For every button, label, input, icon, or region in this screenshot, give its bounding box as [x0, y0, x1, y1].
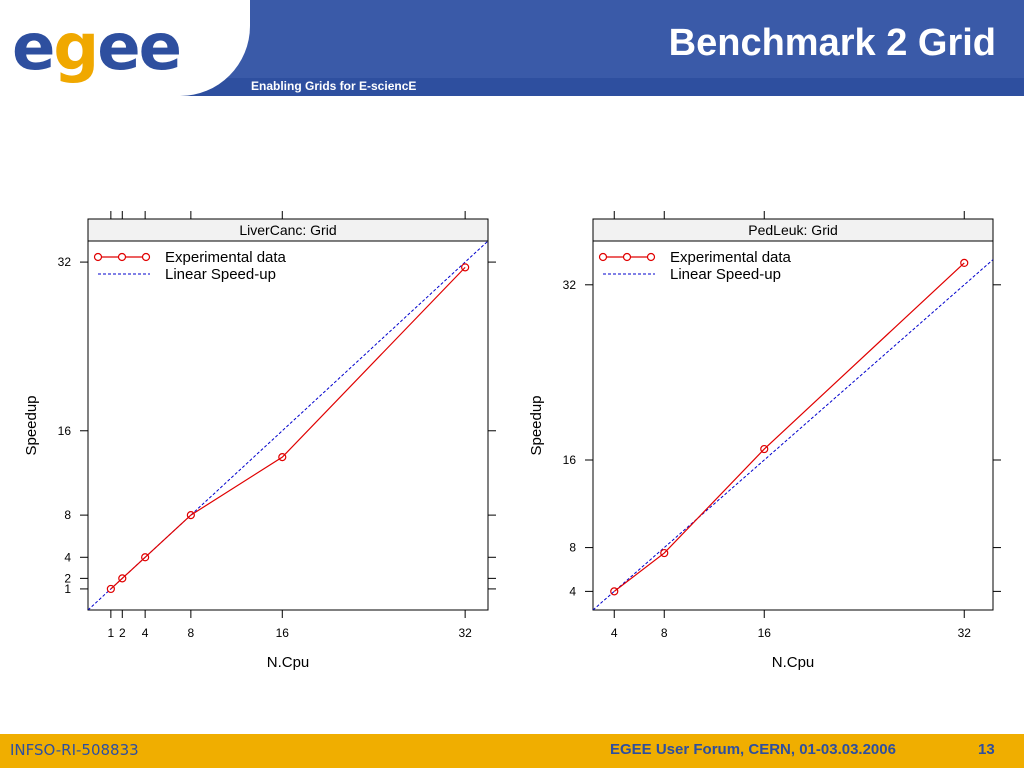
experimental-line	[110, 266, 466, 590]
chart-title: LiverCanc: Grid	[239, 222, 336, 238]
experimental-point	[461, 263, 470, 272]
experimental-point	[141, 553, 150, 562]
y-axis-label: Speedup	[528, 395, 545, 455]
tagline: Enabling Grids for E-sciencE	[251, 79, 417, 93]
legend-experimental-marker	[622, 252, 632, 262]
footer-project-id: INFSO-RI-508833	[10, 741, 139, 759]
plot-frame	[87, 218, 489, 611]
footer-event: EGEE User Forum, CERN, 01-03.03.2006	[610, 741, 896, 758]
x-tick-label: 16	[758, 626, 772, 640]
legend-linear-label: Linear Speed-up	[165, 266, 276, 283]
experimental-point	[118, 574, 127, 583]
x-tick-label: 2	[119, 626, 126, 640]
legend-experimental-marker	[141, 252, 151, 262]
legend-experimental-marker	[117, 252, 127, 262]
experimental-point	[106, 584, 115, 594]
x-tick-label: 1	[108, 626, 115, 640]
experimental-line	[613, 262, 965, 592]
y-tick-label: 1	[64, 582, 71, 596]
strip-background	[592, 218, 994, 242]
logo-background	[0, 0, 250, 96]
y-tick-label: 16	[58, 424, 72, 438]
y-tick-label: 8	[569, 541, 576, 555]
x-tick-label: 8	[188, 626, 195, 640]
x-tick-label: 4	[142, 626, 149, 640]
y-tick-label: 32	[563, 278, 577, 292]
linear-speedup-line	[593, 259, 993, 610]
x-tick-label: 4	[611, 626, 618, 640]
legend-experimental-marker	[598, 252, 608, 262]
experimental-point	[660, 548, 669, 558]
x-tick-label: 8	[661, 626, 668, 640]
egee-logo: egee	[12, 11, 182, 85]
y-tick-label: 8	[64, 508, 71, 522]
y-tick-label: 16	[563, 453, 577, 467]
slide-footer	[0, 734, 1024, 768]
y-tick-label: 4	[569, 584, 576, 598]
experimental-point	[960, 258, 969, 267]
experimental-point	[610, 587, 619, 596]
x-tick-label: 32	[958, 626, 972, 640]
x-axis-label: N.Cpu	[267, 654, 310, 671]
slide-title: Benchmark 2 Grid	[668, 22, 996, 64]
header-strip	[0, 78, 1024, 96]
experimental-point	[760, 444, 769, 454]
page-number: 13	[978, 741, 995, 758]
y-tick-label: 2	[64, 571, 71, 585]
legend-linear-label: Linear Speed-up	[670, 266, 781, 283]
strip-background	[87, 218, 489, 242]
y-axis-label: Speedup	[23, 395, 40, 455]
x-tick-label: 16	[276, 626, 290, 640]
y-tick-label: 4	[64, 550, 71, 564]
x-tick-label: 32	[458, 626, 472, 640]
chart-title: PedLeuk: Grid	[748, 222, 838, 238]
legend-experimental-label: Experimental data	[670, 249, 792, 266]
x-axis-label: N.Cpu	[772, 654, 815, 671]
experimental-point	[186, 511, 195, 520]
plot-frame	[592, 218, 994, 611]
legend-experimental-label: Experimental data	[165, 249, 287, 266]
y-tick-label: 32	[58, 255, 72, 269]
experimental-point	[278, 453, 287, 462]
legend-experimental-marker	[93, 252, 103, 262]
legend-experimental-marker	[646, 252, 656, 262]
